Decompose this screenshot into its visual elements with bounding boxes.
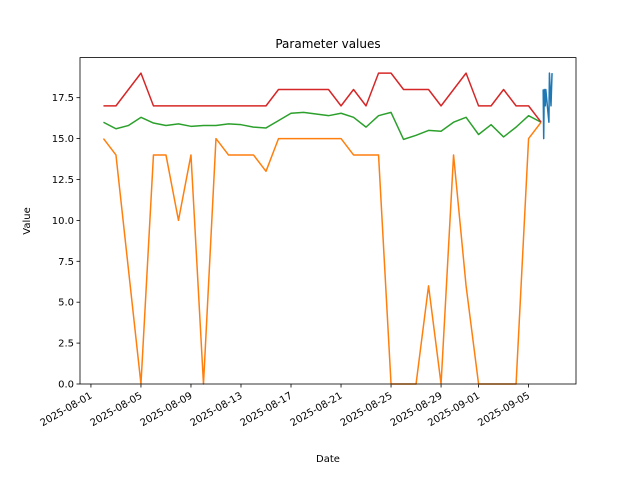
x-tick-label: 2025-08-01 xyxy=(39,391,95,430)
data-line xyxy=(542,72,553,140)
data-line xyxy=(103,72,542,123)
data-line xyxy=(102,121,542,385)
x-tick-label: 2025-08-25 xyxy=(339,391,395,430)
y-tick-label: 7.5 xyxy=(58,257,74,268)
plot-frame xyxy=(79,57,577,385)
y-axis-label: Value xyxy=(22,207,33,234)
chart-title: Parameter values xyxy=(275,37,380,51)
x-tick-label: 2025-08-09 xyxy=(139,391,195,430)
x-tick-label: 2025-08-17 xyxy=(239,391,295,430)
x-tick-label: 2025-08-05 xyxy=(89,391,145,430)
y-tick-label: 15.0 xyxy=(52,134,74,145)
data-line xyxy=(103,111,542,141)
y-tick-label: 0.0 xyxy=(58,380,74,391)
x-tick-label: 2025-08-13 xyxy=(189,391,245,430)
x-tick-label: 2025-09-05 xyxy=(476,391,532,430)
y-tick-label: 17.5 xyxy=(52,93,74,104)
x-tick-label: 2025-08-21 xyxy=(289,391,345,430)
y-tick-label: 5.0 xyxy=(58,298,74,309)
y-tick-label: 10.0 xyxy=(52,216,74,227)
x-axis-label: Date xyxy=(316,454,340,465)
y-tick-label: 12.5 xyxy=(52,175,74,186)
y-tick-label: 2.5 xyxy=(58,339,74,350)
